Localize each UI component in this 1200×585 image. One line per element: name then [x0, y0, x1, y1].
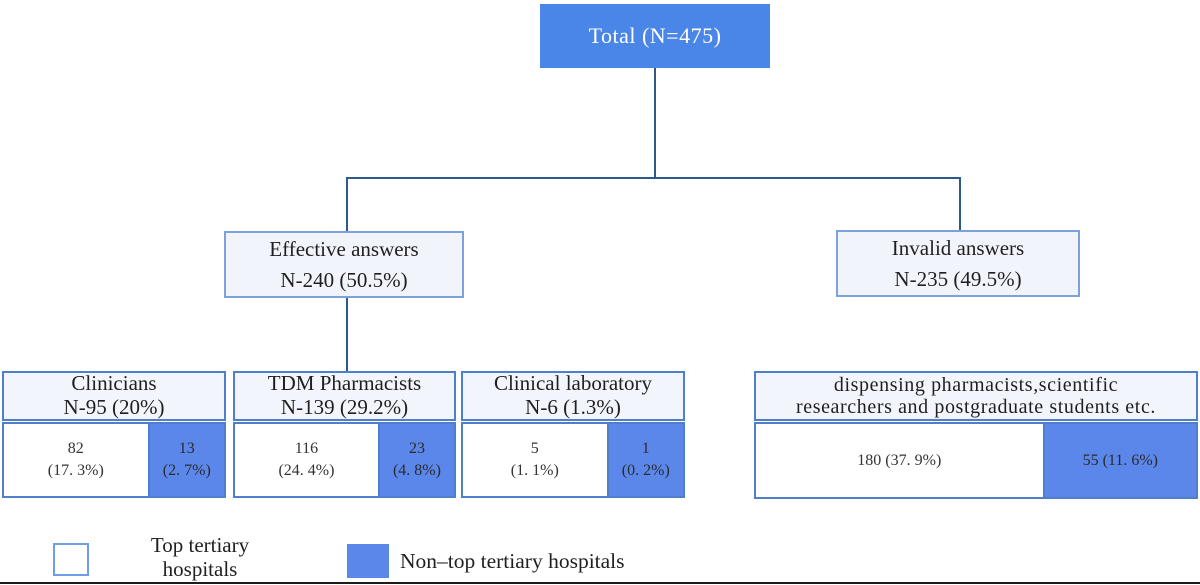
tdm-nontop-pct: (4. 8%) [392, 462, 441, 479]
clinlab-top-count: 5 [530, 440, 539, 458]
total-node: Total (N=475) [540, 4, 770, 68]
clinlab-nontop-count: 1 [641, 440, 650, 458]
group-clinlab-body: 5 (1. 1%) 1 (0. 2%) [461, 422, 685, 498]
group-tdm-pharmacists: TDM Pharmacists N-139 (29.2%) 116 (24. 4… [233, 371, 456, 498]
clinlab-top-tertiary-cell: 5 (1. 1%) [461, 422, 607, 498]
effective-answers-count: N-240 (50.5%) [280, 267, 408, 292]
group-clinlab-title: Clinical laboratory [493, 371, 653, 396]
clinicians-top-pct: (17. 3%) [47, 462, 104, 479]
invalid-answers-count: N-235 (49.5%) [894, 266, 1022, 291]
clinicians-nontop-pct: (2. 7%) [162, 462, 211, 479]
group-dispensing-title-line1: dispensing pharmacists,scientific [833, 373, 1119, 396]
bottom-divider [0, 582, 1200, 584]
dispensing-nontop-tertiary-cell: 55 (11. 6%) [1042, 422, 1198, 499]
clinlab-top-pct: (1. 1%) [510, 462, 559, 479]
clinicians-top-count: 82 [67, 440, 84, 458]
dispensing-nontop-count: 55 (11. 6%) [1082, 451, 1158, 469]
dispensing-top-tertiary-cell: 180 (37. 9%) [754, 422, 1043, 499]
group-tdm-header: TDM Pharmacists N-139 (29.2%) [233, 371, 456, 421]
tdm-top-count: 116 [294, 440, 319, 458]
clinicians-top-tertiary-cell: 82 (17. 3%) [2, 422, 148, 498]
nontop-tertiary-legend-label: Non–top tertiary hospitals [400, 549, 625, 573]
clinicians-nontop-tertiary-cell: 13 (2. 7%) [147, 422, 226, 498]
clinlab-nontop-pct: (0. 2%) [621, 462, 670, 479]
total-node-label: Total (N=475) [588, 23, 722, 48]
group-dispensing-title-line2: researchers and postgraduate students et… [795, 396, 1157, 418]
group-clinicians-count: N-95 (20%) [63, 395, 165, 419]
invalid-answers-node: Invalid answers N-235 (49.5%) [836, 230, 1080, 297]
connector-line-effective-down [346, 297, 348, 371]
group-clinicians-body: 82 (17. 3%) 13 (2. 7%) [2, 422, 226, 498]
clinicians-nontop-count: 13 [178, 440, 195, 458]
group-dispensing-others: dispensing pharmacists,scientific resear… [754, 371, 1198, 499]
group-clinicians: Clinicians N-95 (20%) 82 (17. 3%) 13 (2.… [2, 371, 226, 498]
group-clinicians-title: Clinicians [71, 371, 157, 396]
connector-line-left-down [346, 177, 348, 231]
nontop-tertiary-swatch-icon [347, 544, 389, 578]
group-clinicians-header: Clinicians N-95 (20%) [2, 371, 226, 421]
group-dispensing-header: dispensing pharmacists,scientific resear… [754, 371, 1198, 421]
top-tertiary-legend-line1: Top tertiary [150, 533, 250, 557]
group-tdm-count: N-139 (29.2%) [280, 395, 409, 419]
connector-line-horizontal [346, 177, 961, 179]
tdm-top-pct: (24. 4%) [278, 462, 335, 479]
invalid-answers-title: Invalid answers [891, 236, 1025, 261]
connector-line-right-down [959, 177, 961, 230]
group-clinlab-count: N-6 (1.3%) [525, 395, 621, 419]
effective-answers-title: Effective answers [269, 237, 419, 262]
effective-answers-node: Effective answers N-240 (50.5%) [224, 231, 464, 298]
clinlab-nontop-tertiary-cell: 1 (0. 2%) [606, 422, 685, 498]
group-dispensing-body: 180 (37. 9%) 55 (11. 6%) [754, 422, 1198, 499]
tdm-nontop-count: 23 [408, 440, 425, 458]
group-tdm-body: 116 (24. 4%) 23 (4. 8%) [233, 422, 456, 498]
group-clinlab-header: Clinical laboratory N-6 (1.3%) [461, 371, 685, 421]
connector-line-root-down [654, 68, 656, 178]
top-tertiary-swatch-icon [53, 543, 89, 576]
group-clinical-laboratory: Clinical laboratory N-6 (1.3%) 5 (1. 1%)… [461, 371, 685, 498]
tdm-nontop-tertiary-cell: 23 (4. 8%) [377, 422, 456, 498]
tdm-top-tertiary-cell: 116 (24. 4%) [233, 422, 378, 498]
dispensing-top-count: 180 (37. 9%) [857, 451, 942, 469]
group-tdm-title: TDM Pharmacists [267, 371, 422, 396]
top-tertiary-legend-label: Top tertiary hospitals [118, 533, 282, 581]
top-tertiary-legend-line2: hospitals [162, 557, 238, 582]
